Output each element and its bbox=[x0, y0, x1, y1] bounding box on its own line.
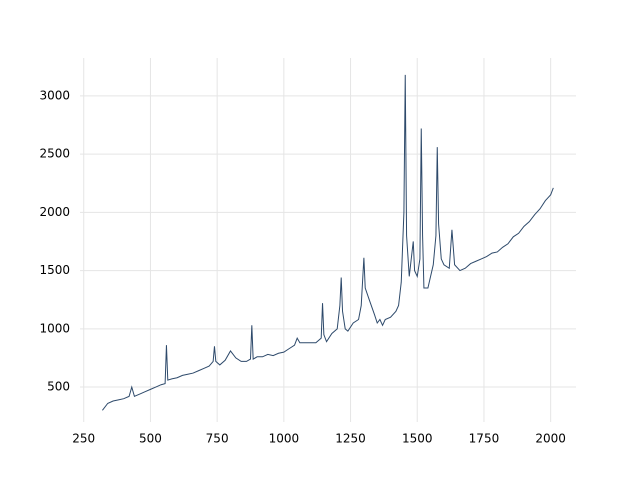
x-tick-label: 500 bbox=[139, 432, 162, 446]
y-tick-label: 2500 bbox=[39, 147, 70, 161]
x-tick-label: 1000 bbox=[269, 432, 300, 446]
x-tick-label: 1500 bbox=[402, 432, 433, 446]
line-series bbox=[102, 74, 554, 411]
x-tick-label: 750 bbox=[206, 432, 229, 446]
y-tick-label: 3000 bbox=[39, 88, 70, 102]
x-tick-label: 250 bbox=[72, 432, 95, 446]
y-tick-label: 1500 bbox=[39, 263, 70, 277]
y-tick-label: 2000 bbox=[39, 205, 70, 219]
y-tick-label: 500 bbox=[47, 380, 70, 394]
y-tick-label: 1000 bbox=[39, 321, 70, 335]
x-tick-label: 1750 bbox=[469, 432, 500, 446]
x-tick-label: 1250 bbox=[335, 432, 366, 446]
x-tick-label: 2000 bbox=[535, 432, 566, 446]
